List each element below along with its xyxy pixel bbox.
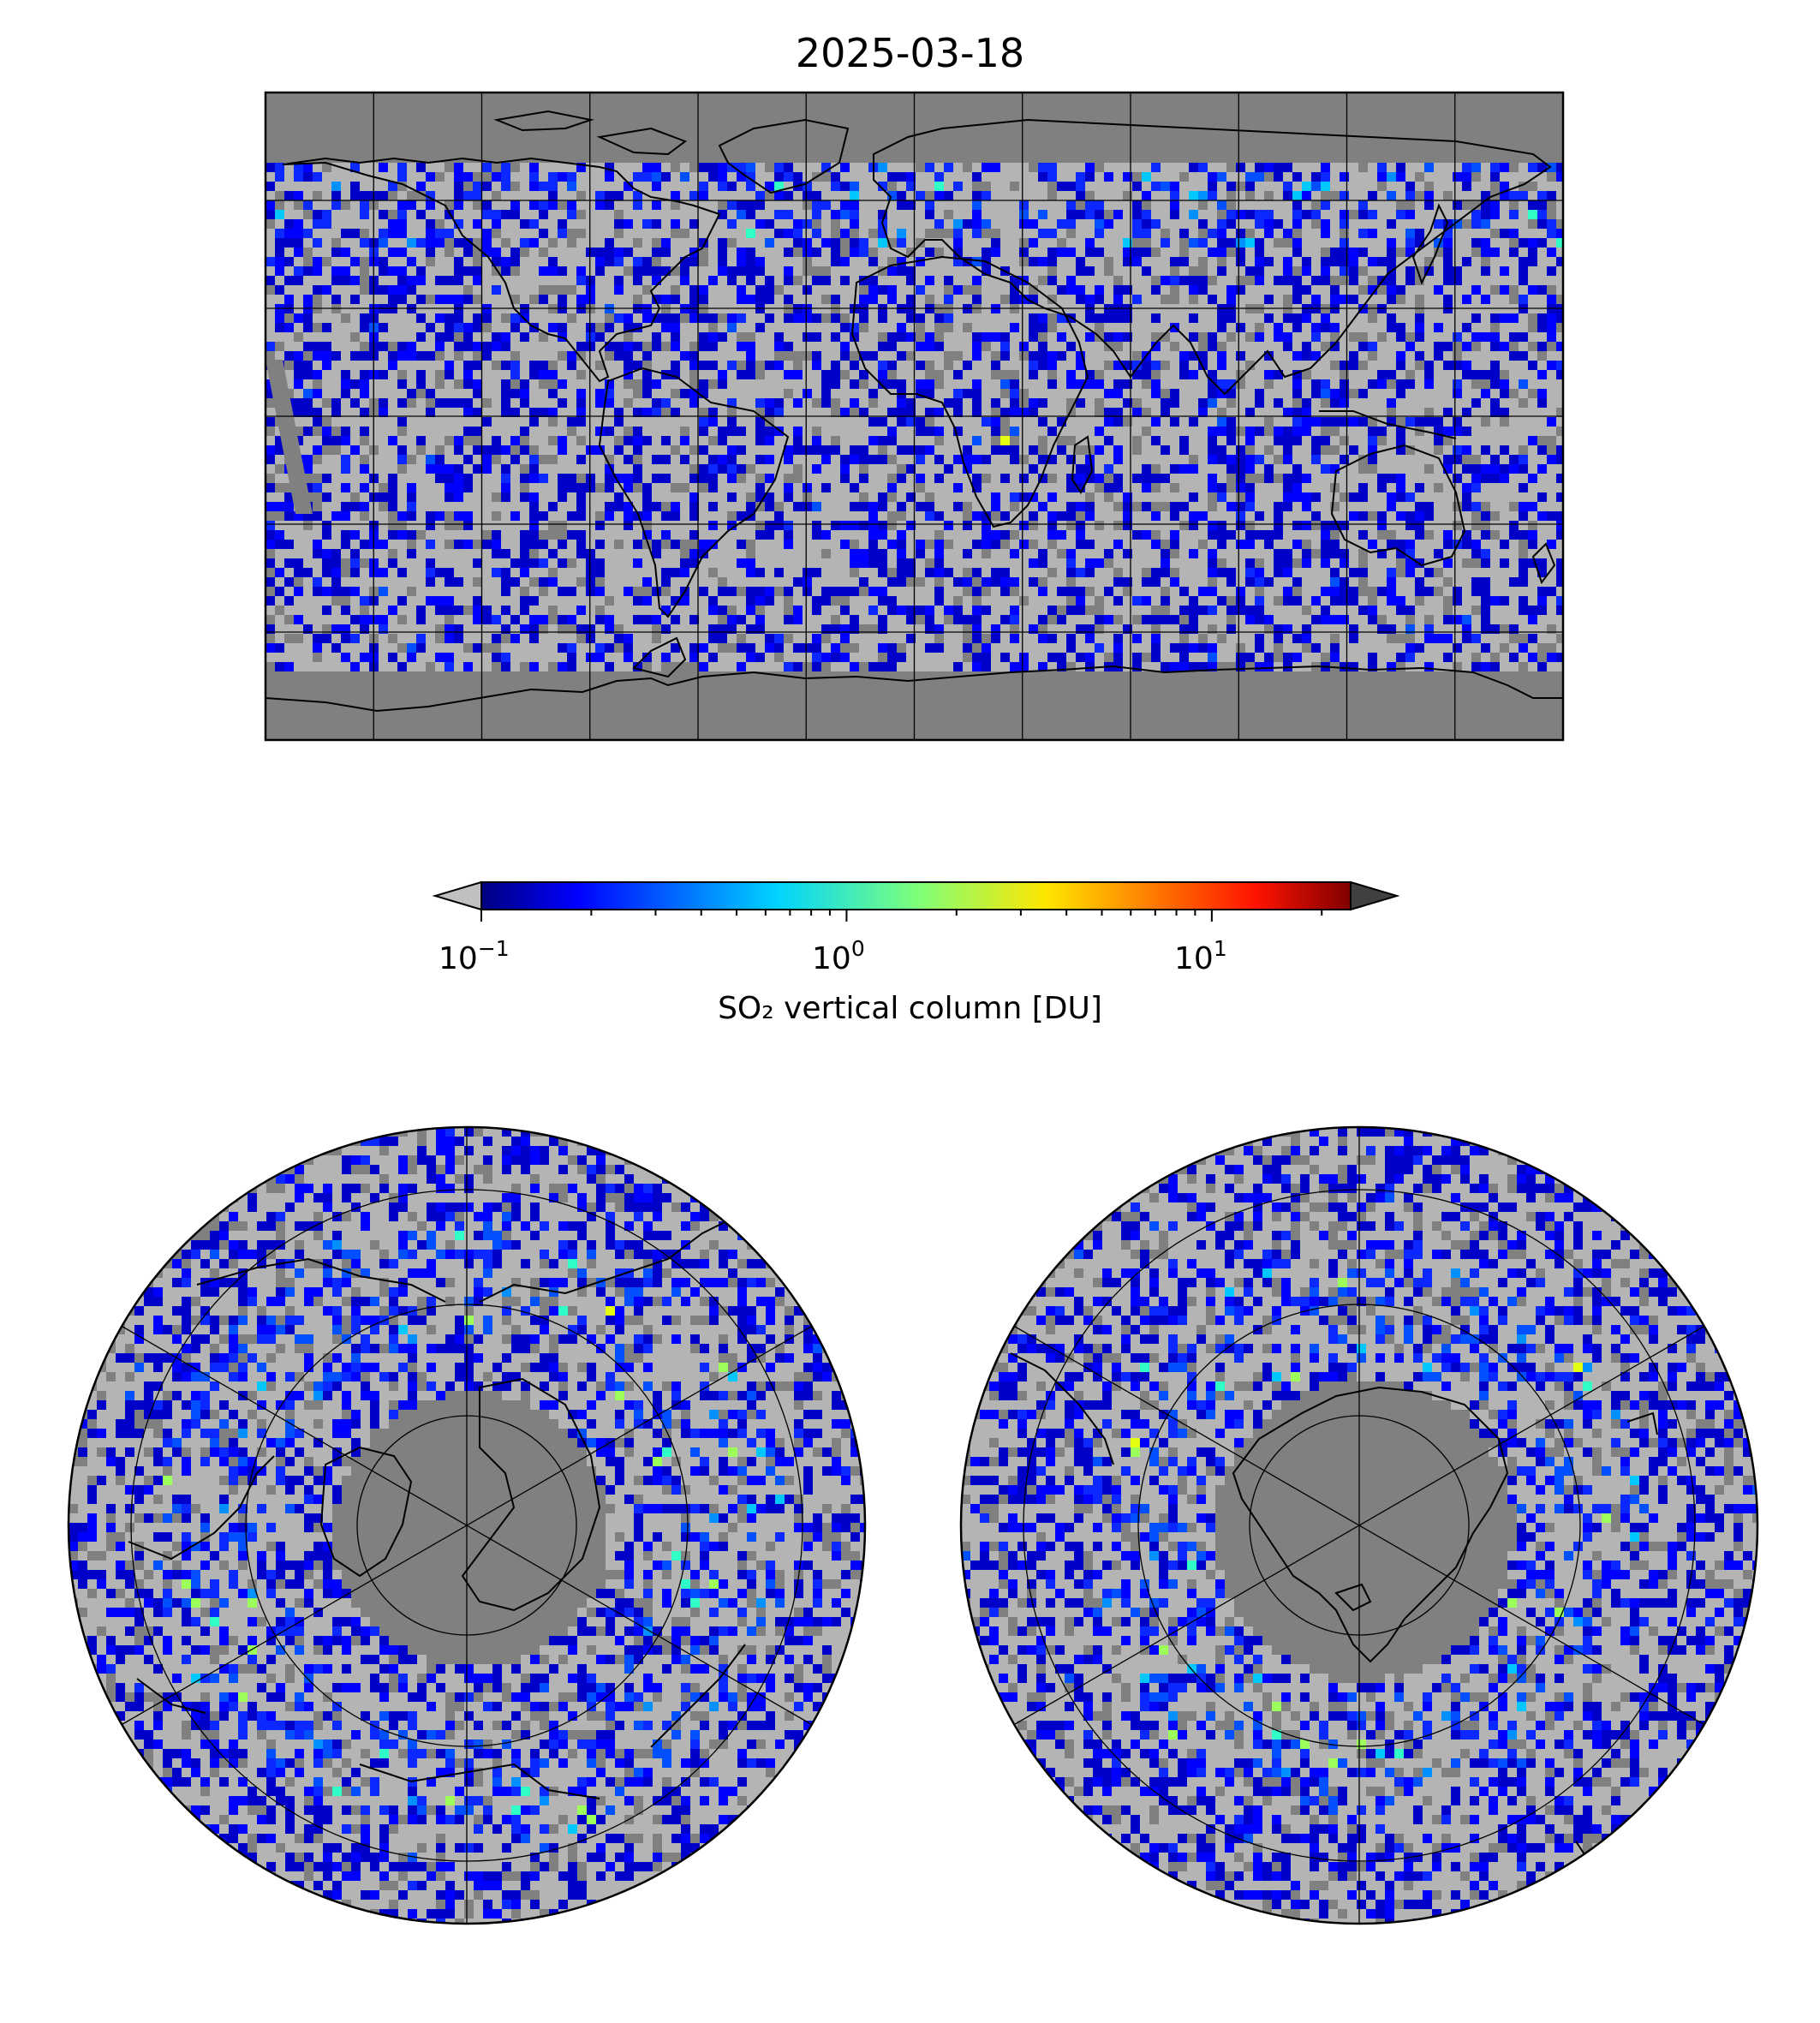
global-map-pixels [266,163,1563,671]
south-polar-map [959,1125,1759,1925]
colorbar-tick-label-1: 100 [812,936,865,976]
north-polar-map [67,1125,867,1925]
colorbar [432,880,1400,922]
colorbar-ticks [480,910,1323,922]
north-polar-pixels [69,1127,865,1924]
colorbar-over-extension [1350,880,1400,911]
global-map-gridlines [266,92,1563,740]
south-polar-coastlines [1010,1352,1658,1902]
colorbar-tick-label-2: 101 [1174,936,1227,976]
colorbar-under-extension [432,880,482,911]
global-map [264,91,1565,742]
north-polar-gridlines [117,1127,816,1924]
colorbar-tick-label-0: 10−1 [439,936,510,976]
colorbar-label: SO₂ vertical column [DU] [718,991,1102,1026]
north-polar-coastlines [128,1214,772,1799]
page-title: 2025-03-18 [795,30,1025,76]
south-polar-pixels [961,1127,1757,1924]
south-polar-gridlines [1010,1127,1709,1924]
global-map-coastlines [266,110,1563,713]
colorbar-gradient [480,881,1352,910]
